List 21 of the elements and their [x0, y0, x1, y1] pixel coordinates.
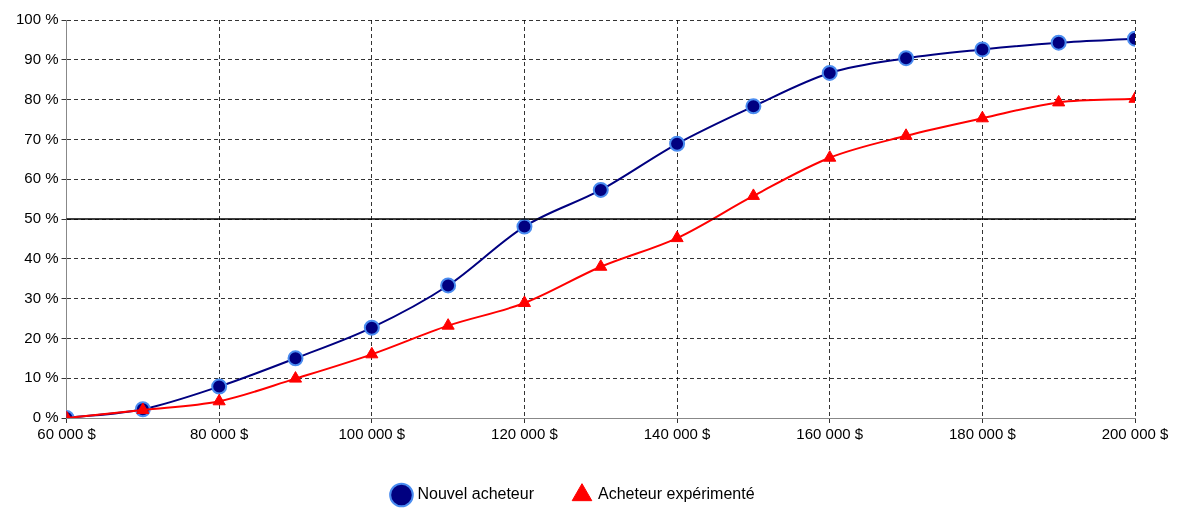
y-tick-label: 0 % [32, 408, 59, 426]
y-tick-label: 60 % [24, 169, 59, 187]
x-tick-label: 120 000 $ [491, 425, 559, 443]
y-tick-label: 80 % [24, 89, 59, 107]
x-tick-label: 180 000 $ [948, 425, 1017, 443]
x-tick-label: 80 000 $ [189, 425, 250, 443]
y-tick-label: 10 % [24, 368, 59, 386]
legend-label: Nouvel acheteur [417, 485, 535, 503]
y-tick-label: 100 % [15, 10, 59, 28]
x-tick-label: 140 000 $ [643, 425, 712, 443]
x-tick-label: 160 000 $ [796, 425, 864, 443]
y-tick-label: 90 % [24, 49, 59, 67]
y-tick-label: 20 % [24, 328, 59, 346]
y-tick-label: 70 % [24, 129, 59, 147]
y-tick-label: 30 % [24, 288, 59, 306]
x-tick-label: 200 000 $ [1101, 425, 1170, 443]
y-tick-label: 50 % [24, 209, 59, 227]
legend-label: Acheteur expérimenté [597, 485, 755, 503]
x-tick-label: 60 000 $ [37, 425, 97, 443]
x-tick-label: 100 000 $ [338, 425, 406, 443]
y-tick-label: 40 % [24, 248, 59, 266]
